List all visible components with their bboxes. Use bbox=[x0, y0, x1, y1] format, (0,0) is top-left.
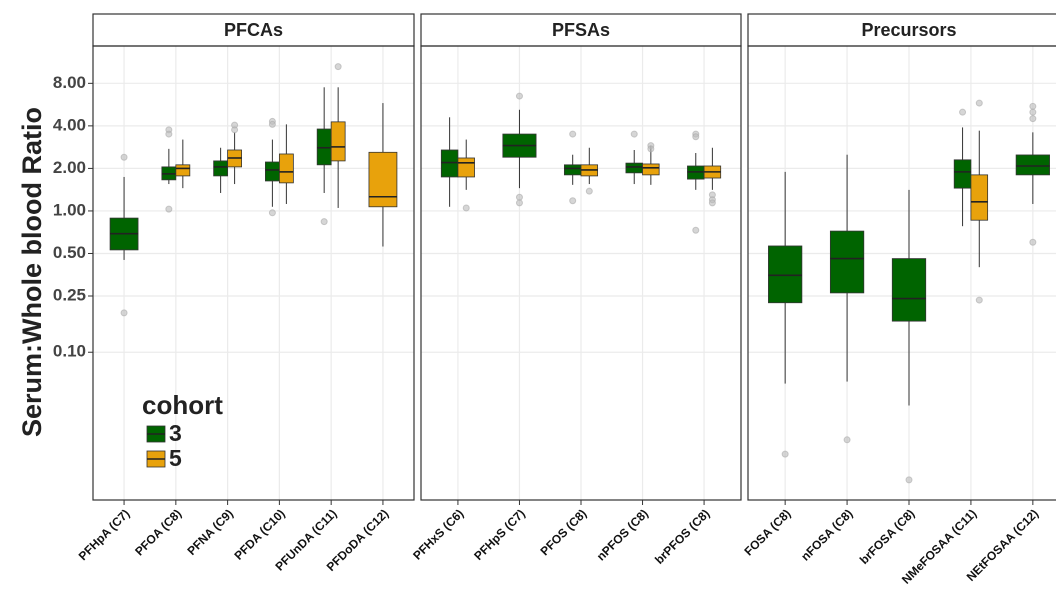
outlier bbox=[334, 63, 342, 71]
box bbox=[891, 258, 927, 322]
outlier bbox=[268, 120, 276, 128]
strip-label: PFCAs bbox=[224, 20, 283, 40]
x-tick-label: PFHpS (C7) bbox=[471, 506, 528, 563]
y-axis-title: Serum:Whole blood Ratio bbox=[17, 107, 47, 437]
box bbox=[970, 174, 989, 221]
panel-background bbox=[93, 46, 414, 500]
outlier bbox=[1029, 238, 1037, 246]
outlier bbox=[569, 197, 577, 205]
outlier bbox=[781, 450, 789, 458]
box bbox=[625, 162, 643, 174]
x-tick-label: PFHxS (C6) bbox=[410, 506, 466, 562]
outlier bbox=[462, 204, 470, 212]
box bbox=[213, 160, 229, 177]
panel-border bbox=[420, 45, 742, 501]
x-tick-label: PFDA (C10) bbox=[231, 506, 287, 562]
box bbox=[563, 164, 582, 176]
box bbox=[440, 149, 459, 178]
outlier bbox=[569, 130, 577, 138]
outlier bbox=[630, 130, 638, 138]
strip-label: PFSAs bbox=[552, 20, 610, 40]
outlier bbox=[959, 108, 967, 116]
outlier bbox=[975, 296, 983, 304]
y-tick-label: 0.25 bbox=[53, 285, 86, 304]
x-tick-label: PFOS (C8) bbox=[538, 506, 590, 558]
outlier bbox=[120, 309, 128, 317]
x-tick-label: FOSA (C8) bbox=[742, 506, 794, 558]
strip bbox=[92, 13, 415, 47]
strip bbox=[747, 13, 1056, 47]
x-tick-label: nFOSA (C8) bbox=[798, 506, 855, 563]
outlier bbox=[1029, 108, 1037, 116]
outlier bbox=[120, 153, 128, 161]
legend-label: 3 bbox=[169, 420, 182, 446]
box bbox=[768, 245, 803, 304]
x-tick-label: PFHpA (C7) bbox=[76, 506, 133, 563]
x-tick-label: brPFOS (C8) bbox=[652, 506, 712, 566]
outlier bbox=[165, 130, 173, 138]
outlier bbox=[515, 193, 523, 201]
strip bbox=[420, 13, 742, 47]
box bbox=[953, 159, 972, 189]
outlier bbox=[708, 199, 716, 207]
outlier bbox=[320, 218, 328, 226]
outlier bbox=[975, 99, 983, 107]
box bbox=[642, 163, 660, 176]
outlier bbox=[692, 133, 700, 141]
outlier bbox=[647, 145, 655, 153]
outlier bbox=[515, 92, 523, 100]
x-tick-label: PFNA (C9) bbox=[184, 506, 236, 558]
box bbox=[457, 157, 475, 178]
outlier bbox=[1029, 102, 1037, 110]
box bbox=[175, 164, 191, 177]
x-tick-label: PFOA (C8) bbox=[132, 506, 184, 558]
y-tick-label: 8.00 bbox=[53, 73, 86, 92]
box bbox=[265, 161, 280, 182]
box bbox=[316, 128, 332, 166]
y-tick-label: 0.50 bbox=[53, 243, 86, 262]
x-tick-label: brFOSA (C8) bbox=[857, 506, 918, 567]
panel-border bbox=[747, 45, 1056, 501]
outlier bbox=[165, 205, 173, 213]
box bbox=[330, 121, 346, 162]
outlier bbox=[692, 226, 700, 234]
y-tick-label: 0.10 bbox=[53, 342, 86, 361]
x-tick-label: nPFOS (C8) bbox=[594, 506, 651, 563]
outlier bbox=[585, 187, 593, 195]
y-tick-label: 2.00 bbox=[53, 158, 86, 177]
outlier bbox=[515, 199, 523, 207]
panel-border bbox=[92, 45, 415, 501]
y-tick-label: 1.00 bbox=[53, 200, 86, 219]
outlier bbox=[1029, 115, 1037, 123]
box bbox=[1015, 154, 1050, 176]
outlier bbox=[231, 126, 239, 134]
strip-label: Precursors bbox=[861, 20, 956, 40]
outlier bbox=[268, 209, 276, 217]
box bbox=[368, 151, 398, 208]
legend-title: cohort bbox=[142, 390, 223, 420]
outlier bbox=[905, 476, 913, 484]
y-tick-label: 4.00 bbox=[53, 115, 86, 134]
outlier bbox=[843, 436, 851, 444]
box bbox=[278, 153, 294, 184]
box bbox=[829, 230, 865, 294]
legend-label: 5 bbox=[169, 445, 182, 471]
